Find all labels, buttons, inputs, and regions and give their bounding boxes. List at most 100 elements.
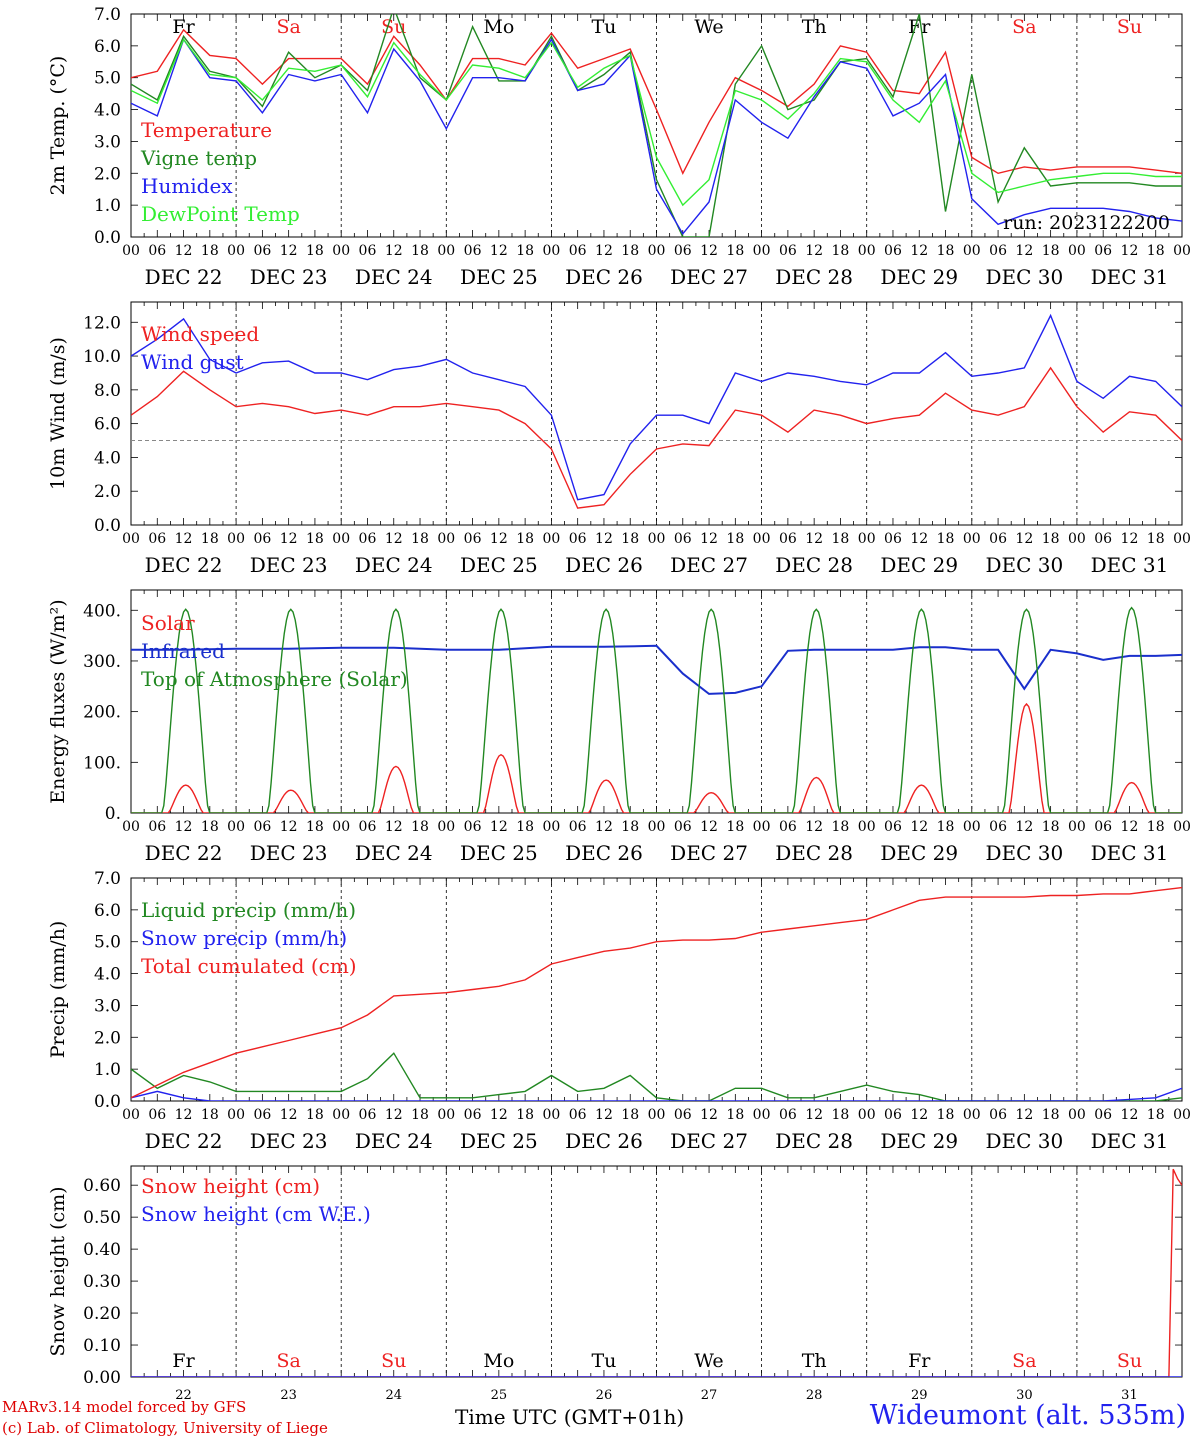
hour-tick-label: 06 [359,243,377,259]
hour-tick-label: 06 [989,1107,1007,1123]
series-line-total-cumulated-cm [131,886,1182,1099]
hour-tick-label: 18 [516,819,534,835]
hour-tick-label: 18 [1147,531,1165,547]
hour-tick-label: 18 [1042,531,1060,547]
hour-tick-label: 18 [726,243,744,259]
y-tick-label: 4.0 [94,448,121,468]
y-tick-label: 3.0 [94,996,121,1016]
y-tick-label: 0.00 [83,1368,121,1388]
hour-tick-label: 12 [595,819,613,835]
date-label: DEC 24 [355,265,433,289]
weekday-label: Su [381,16,406,38]
weekday-label: Su [1117,16,1142,38]
day-number-label: 27 [701,1388,718,1403]
hour-tick-label: 00 [858,1107,876,1123]
hour-tick-label: 00 [1173,819,1191,835]
hour-tick-label: 12 [1121,1107,1139,1123]
hour-tick-label: 12 [910,1107,928,1123]
hour-tick-label: 12 [910,819,928,835]
hour-tick-label: 00 [963,819,981,835]
date-label: DEC 30 [985,553,1063,577]
hour-tick-label: 18 [516,243,534,259]
hour-tick-label: 18 [621,1107,639,1123]
hour-tick-label: 18 [937,819,955,835]
weekday-label: Su [381,1350,406,1372]
date-label: DEC 29 [880,553,958,577]
hour-tick-label: 00 [753,819,771,835]
hour-tick-label: 12 [700,531,718,547]
weekday-label: Mo [483,16,514,38]
legend-entry: Solar [141,611,195,635]
y-tick-label: 0.0 [94,516,121,536]
legend-entry: Wind gust [141,350,244,374]
legend-entry: Snow precip (mm/h) [141,926,347,950]
date-label: DEC 29 [880,1129,958,1153]
hour-tick-label: 06 [779,1107,797,1123]
hour-tick-label: 18 [937,243,955,259]
hour-tick-label: 00 [648,243,666,259]
date-label: DEC 27 [670,841,748,865]
hour-tick-label: 06 [464,819,482,835]
hour-tick-label: 06 [1094,531,1112,547]
hour-tick-label: 00 [648,1107,666,1123]
date-label: DEC 23 [250,1129,328,1153]
hour-tick-label: 06 [253,1107,271,1123]
legend-entry: Temperature [141,118,272,142]
date-label: DEC 22 [145,553,223,577]
legend-entry: Infrared [141,639,225,663]
legend-entry: Wind speed [141,322,259,346]
hour-tick-label: 06 [148,1107,166,1123]
date-label: DEC 31 [1091,841,1169,865]
y-tick-label: 6.0 [94,37,121,57]
hour-tick-label: 00 [542,531,560,547]
weekday-label: Su [1117,1350,1142,1372]
hour-tick-label: 12 [910,243,928,259]
hour-tick-label: 12 [595,1107,613,1123]
date-label: DEC 23 [250,841,328,865]
hour-tick-label: 06 [148,243,166,259]
hour-tick-label: 12 [1121,531,1139,547]
hour-tick-label: 18 [726,819,744,835]
date-label: DEC 23 [250,553,328,577]
hour-tick-label: 18 [621,531,639,547]
hour-tick-label: 06 [884,243,902,259]
series-line-infrared [131,644,1182,695]
y-tick-label: 100. [83,753,121,773]
y-tick-label: 4.0 [94,965,121,985]
hour-tick-label: 12 [490,819,508,835]
hour-tick-label: 00 [1173,1107,1191,1123]
hour-tick-label: 00 [542,819,560,835]
series-line-top-of-atmosphere-solar [131,606,1182,813]
hour-tick-label: 12 [595,243,613,259]
date-label: DEC 29 [880,841,958,865]
hour-tick-label: 06 [569,243,587,259]
hour-tick-label: 00 [753,243,771,259]
date-label: DEC 26 [565,553,643,577]
weekday-label: Tu [591,16,616,38]
hour-tick-label: 00 [437,243,455,259]
legend-entry: Humidex [141,174,233,198]
hour-tick-label: 12 [490,243,508,259]
hour-tick-label: 12 [280,1107,298,1123]
hour-tick-label: 12 [385,819,403,835]
hour-tick-label: 12 [595,531,613,547]
hour-tick-label: 06 [1094,819,1112,835]
hour-tick-label: 18 [1147,1107,1165,1123]
hour-tick-label: 00 [332,1107,350,1123]
date-label: DEC 31 [1091,1129,1169,1153]
hour-tick-label: 18 [306,819,324,835]
hour-tick-label: 00 [1173,531,1191,547]
hour-tick-label: 00 [542,1107,560,1123]
day-number-label: 30 [1016,1388,1033,1403]
hour-tick-label: 00 [437,1107,455,1123]
y-tick-label: 1.0 [94,1060,121,1080]
y-tick-label: 200. [83,703,121,723]
hour-tick-label: 18 [937,531,955,547]
hour-tick-label: 18 [201,819,219,835]
hour-tick-label: 18 [937,1107,955,1123]
hour-tick-label: 12 [1015,819,1033,835]
wind-frame [130,301,1183,526]
date-label: DEC 24 [355,841,433,865]
hour-tick-label: 06 [989,819,1007,835]
weekday-label: Th [802,1350,827,1372]
